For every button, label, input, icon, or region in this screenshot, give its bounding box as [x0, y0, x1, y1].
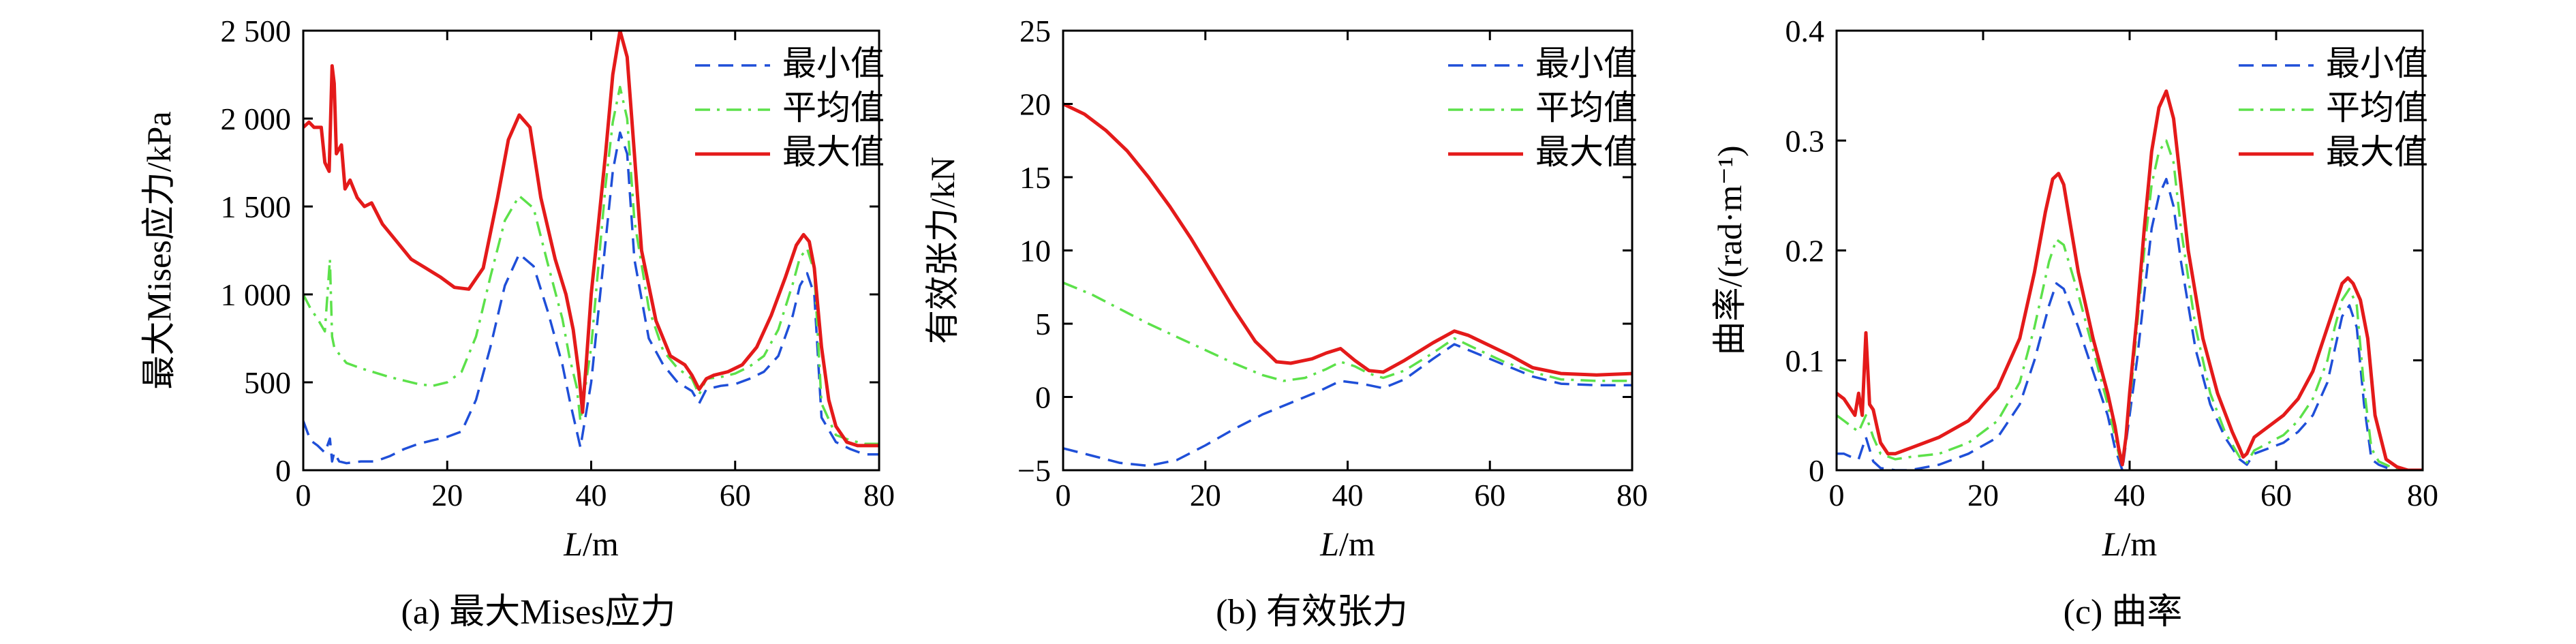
y-tick-label: 1 000 — [221, 277, 292, 312]
y-tick-label: 0 — [1035, 380, 1051, 415]
x-tick-label: 0 — [1829, 478, 1845, 512]
y-tick-label: 5 — [1035, 307, 1051, 341]
x-axis-title: L/m — [563, 525, 619, 563]
x-axis-title-var: L — [1319, 525, 1339, 563]
x-tick-label: 40 — [1332, 478, 1364, 512]
legend-label-min: 最小值 — [1535, 44, 1638, 82]
y-tick-label: 0 — [1809, 453, 1824, 488]
x-tick-label: 40 — [576, 478, 607, 512]
x-axis-title-unit: /m — [2121, 525, 2158, 563]
series-line-min — [1063, 343, 1632, 467]
x-axis-title-unit: /m — [1339, 525, 1375, 563]
y-tick-label: 0.1 — [1785, 343, 1825, 378]
x-axis-title-var: L — [563, 525, 583, 563]
x-axis-title-unit: /m — [583, 525, 619, 563]
x-tick-label: 20 — [431, 478, 463, 512]
y-tick-label: 25 — [1019, 14, 1051, 48]
chart-panel-a: 0 20 40 60 80 0 500 1 000 1 500 2 000 2 500 L/m 最大Mi… — [140, 14, 895, 563]
x-tick-label: 0 — [1056, 478, 1071, 512]
legend-label-max: 最大值 — [782, 133, 885, 171]
legend-label-mean: 平均值 — [1535, 89, 1638, 127]
y-tick-label: 0 — [275, 453, 291, 488]
legend-label-min: 最小值 — [2326, 44, 2428, 82]
y-tick-label: 2 000 — [221, 102, 292, 136]
y-tick-label: 15 — [1019, 160, 1051, 195]
x-tick-label: 80 — [863, 478, 895, 512]
y-axis-title: 曲率/(rad·m⁻¹) — [1711, 146, 1749, 356]
legend-label-max: 最大值 — [1535, 133, 1638, 171]
x-tick-label: 60 — [2260, 478, 2292, 512]
caption-a: (a) 最大Mises应力 — [401, 593, 676, 632]
x-tick-label: 80 — [1616, 478, 1648, 512]
y-tick-label: 20 — [1019, 87, 1051, 122]
series-line-mean — [303, 85, 879, 446]
caption-c: (c) 曲率 — [2064, 593, 2183, 632]
y-tick-label: 10 — [1019, 234, 1051, 269]
y-tick-label: 500 — [244, 365, 291, 400]
y-axis-title: 最大Mises应力/kPa — [140, 111, 178, 389]
legend-label-min: 最小值 — [782, 44, 885, 82]
x-axis-title: L/m — [2102, 525, 2158, 563]
y-tick-label: 0.3 — [1785, 123, 1825, 158]
series-line-mean — [1837, 139, 2423, 470]
series-line-mean — [1063, 281, 1632, 382]
series-line-max — [303, 31, 879, 448]
x-tick-label: 40 — [2114, 478, 2145, 512]
y-tick-label: 1 500 — [221, 189, 292, 224]
chart-panel-c: 0 20 40 60 80 0 0.1 0.2 0.3 0.4 L/m 曲率/(rad·m⁻¹) 最小值… — [1711, 14, 2438, 563]
x-tick-label: 80 — [2407, 478, 2438, 512]
x-tick-label: 20 — [1967, 478, 1999, 512]
x-tick-label: 60 — [720, 478, 751, 512]
y-tick-label: 2 500 — [221, 14, 292, 48]
caption-b: (b) 有效张力 — [1216, 593, 1408, 632]
series-line-min — [1837, 177, 2423, 470]
x-tick-label: 60 — [1474, 478, 1505, 512]
x-axis-title-var: L — [2102, 525, 2121, 563]
x-axis-title: L/m — [1319, 525, 1375, 563]
series-line-max — [1837, 89, 2423, 470]
y-tick-label: 0.2 — [1785, 234, 1825, 269]
series-line-max — [1063, 102, 1632, 377]
x-tick-label: 0 — [296, 478, 311, 512]
legend-label-mean: 平均值 — [2326, 89, 2428, 127]
y-tick-label: 0.4 — [1785, 14, 1825, 48]
x-tick-label: 20 — [1190, 478, 1221, 512]
y-axis-title: 有效张力/kN — [923, 157, 962, 344]
legend-label-max: 最大值 — [2326, 133, 2428, 171]
legend-label-mean: 平均值 — [782, 89, 885, 127]
y-tick-label: −5 — [1017, 453, 1051, 488]
